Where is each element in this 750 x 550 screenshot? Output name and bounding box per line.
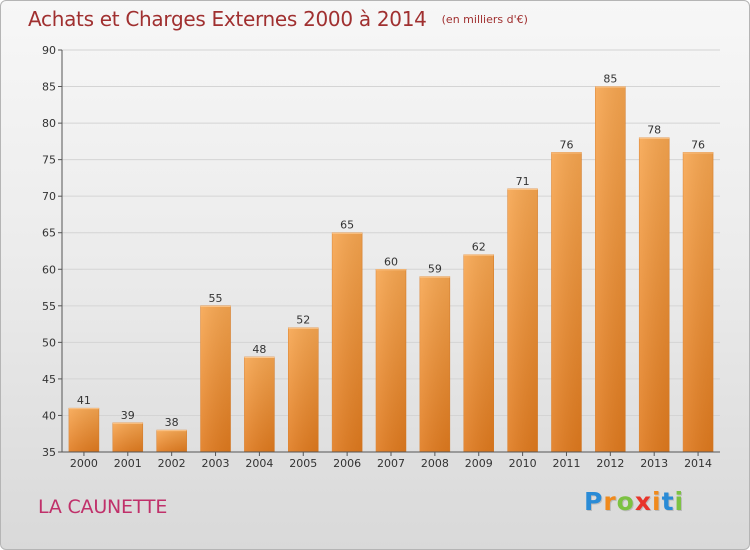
data-label: 59 (428, 263, 442, 276)
x-tick-label: 2000 (70, 457, 98, 470)
data-label: 65 (340, 219, 354, 232)
bars (68, 86, 714, 453)
x-tick-label: 2004 (245, 457, 273, 470)
y-tick-label: 35 (42, 446, 56, 459)
data-label: 76 (559, 138, 573, 151)
bar-shade (288, 327, 319, 452)
y-tick-label: 70 (42, 190, 56, 203)
y-axis: 35 40 45 50 55 60 65 70 75 80 85 90 (42, 44, 63, 459)
x-tick-label: 2014 (684, 457, 712, 470)
chart-title: Achats et Charges Externes 2000 à 2014 (28, 7, 427, 31)
y-tick-label: 80 (42, 117, 56, 130)
data-label: 39 (121, 409, 135, 422)
data-label: 60 (384, 255, 398, 268)
bar-shade (112, 422, 143, 452)
x-tick-label: 2012 (596, 457, 624, 470)
bar-shade (419, 276, 450, 452)
commune-name: LA CAUNETTE (38, 496, 168, 518)
x-tick-label: 2013 (640, 457, 668, 470)
bar-shade (244, 356, 275, 452)
data-label: 62 (472, 241, 486, 254)
data-label: 85 (603, 73, 617, 86)
data-labels: 41 39 38 55 48 52 65 60 59 62 71 76 85 78 76 (77, 73, 705, 430)
y-tick-label: 65 (42, 227, 56, 240)
bar-shade (332, 232, 363, 452)
bar-shade (68, 408, 99, 452)
x-tick-label: 2010 (509, 457, 537, 470)
bar-shade (156, 430, 187, 452)
x-tick-label: 2001 (114, 457, 142, 470)
data-label: 48 (252, 343, 266, 356)
bar-shade (200, 305, 231, 452)
chart-subtitle: (en milliers d'€) (441, 13, 528, 26)
y-tick-label: 85 (42, 81, 56, 94)
x-axis: 2000 2001 2002 2003 2004 2005 2006 2007 2008 2009… (62, 451, 720, 470)
x-tick-label: 2005 (289, 457, 317, 470)
y-tick-label: 40 (42, 409, 56, 422)
x-tick-label: 2009 (465, 457, 493, 470)
x-tick-label: 2007 (377, 457, 405, 470)
x-tick-label: 2008 (421, 457, 449, 470)
logo-letter: i (674, 487, 685, 516)
y-tick-label: 75 (42, 154, 56, 167)
y-tick-label: 60 (42, 263, 56, 276)
x-tick-label: 2002 (158, 457, 186, 470)
bar-shade (639, 137, 670, 452)
y-tick-label: 50 (42, 336, 56, 349)
data-label: 78 (647, 124, 661, 137)
bar-shade (683, 152, 714, 452)
data-label: 76 (691, 138, 705, 151)
y-tick-label: 45 (42, 373, 56, 386)
data-label: 38 (165, 416, 179, 429)
x-tick-label: 2006 (333, 457, 361, 470)
bar-shade (595, 86, 626, 452)
data-label: 55 (209, 292, 223, 305)
data-label: 52 (296, 314, 310, 327)
logo-letter: P (584, 487, 604, 516)
bar-shade (551, 152, 582, 452)
logo-letter: o (616, 487, 635, 516)
logo-letter: i (652, 487, 662, 516)
x-tick-label: 2011 (552, 457, 580, 470)
bar-shade (376, 269, 406, 452)
y-tick-label: 90 (42, 44, 56, 57)
y-tick-label: 55 (42, 300, 56, 313)
logo-letter: x (634, 487, 652, 516)
proxiti-logo[interactable]: Proxiti (584, 487, 684, 516)
data-label: 41 (77, 394, 91, 407)
logo-letter: r (603, 487, 617, 516)
data-label: 71 (516, 175, 530, 188)
bar-shade (507, 188, 538, 452)
logo-letter: t (661, 487, 675, 516)
x-tick-label: 2003 (202, 457, 230, 470)
bar-shade (463, 254, 494, 452)
title-row: Achats et Charges Externes 2000 à 2014 (… (28, 7, 528, 31)
